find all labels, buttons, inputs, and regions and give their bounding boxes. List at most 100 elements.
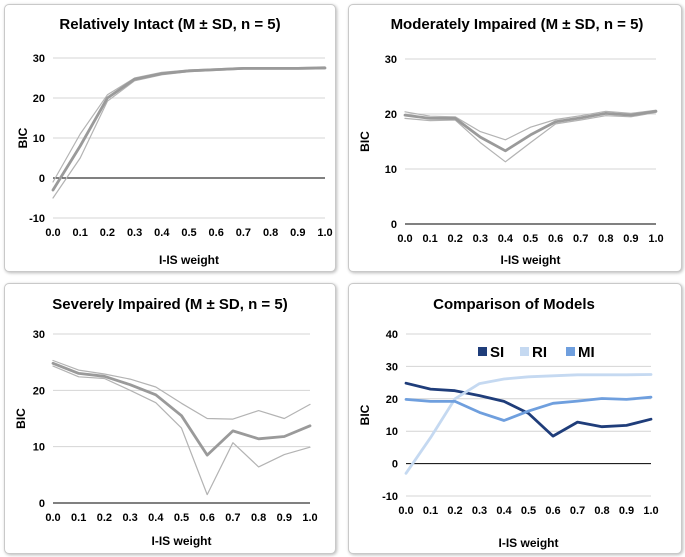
y-tick-label: 10 <box>33 133 45 145</box>
x-tick-label: 0.9 <box>623 233 638 245</box>
y-axis-label: BIC <box>16 127 30 148</box>
x-tick-label: 0.9 <box>619 505 634 517</box>
x-tick-label: 0.5 <box>181 227 196 239</box>
y-tick-label: -10 <box>29 213 45 225</box>
y-tick-label: 0 <box>39 173 45 185</box>
y-tick-label: 30 <box>33 53 45 65</box>
series-line-mean <box>51 66 327 192</box>
series-line-mean <box>403 109 658 153</box>
y-tick-label: 10 <box>385 164 397 176</box>
chart-panel-moderately-impaired: Moderately Impaired (M ± SD, n = 5) 0 10 20… <box>348 4 682 272</box>
legend-swatch-ri <box>520 347 529 356</box>
x-tick-label: 0.6 <box>209 227 224 239</box>
y-tick-label: 30 <box>33 329 45 341</box>
x-tick-label: 0.7 <box>225 512 240 524</box>
x-tick-label: 0.3 <box>127 227 142 239</box>
x-tick-label: 0.1 <box>71 512 86 524</box>
x-tick-label: 0.1 <box>423 505 438 517</box>
x-tick-label: 0.2 <box>447 505 462 517</box>
chart-panel-severely-impaired: Severely Impaired (M ± SD, n = 5) 0 10 20 30… <box>4 283 336 554</box>
series-line-mean-sd <box>52 359 311 420</box>
x-tick-label: 0.8 <box>263 227 278 239</box>
x-tick-label: 0.3 <box>122 512 137 524</box>
x-tick-label: 1.0 <box>643 505 658 517</box>
x-tick-label: 0.7 <box>570 505 585 517</box>
x-tick-label: 0.0 <box>398 505 413 517</box>
x-tick-label: 1.0 <box>317 227 332 239</box>
x-tick-label: 0.0 <box>45 512 60 524</box>
x-tick-label: 0.4 <box>496 505 512 517</box>
legend-label-ri: RI <box>532 344 547 361</box>
y-tick-label: 30 <box>386 361 398 373</box>
y-tick-label: 0 <box>392 459 398 471</box>
x-tick-label: 0.7 <box>573 233 588 245</box>
x-tick-label: 0.4 <box>148 512 164 524</box>
x-tick-label: 0.5 <box>523 233 538 245</box>
chart-title: Relatively Intact (M ± SD, n = 5) <box>59 16 280 33</box>
x-tick-label: 0.3 <box>473 233 488 245</box>
y-tick-label: 0 <box>39 498 45 510</box>
x-tick-label: 1.0 <box>302 512 317 524</box>
chart-severely-impaired: Severely Impaired (M ± SD, n = 5) 0 10 20 30… <box>14 296 318 548</box>
series-line-mean <box>51 361 312 457</box>
chart-moderately-impaired: Moderately Impaired (M ± SD, n = 5) 0 10 20… <box>358 16 664 267</box>
y-tick-label: 20 <box>385 109 397 121</box>
x-tick-label: 0.2 <box>100 227 115 239</box>
x-tick-label: 0.9 <box>277 512 292 524</box>
x-tick-label: 0.6 <box>200 512 215 524</box>
y-tick-label: 20 <box>33 385 45 397</box>
x-tick-label: 0.2 <box>97 512 112 524</box>
chart-title: Severely Impaired (M ± SD, n = 5) <box>52 296 287 313</box>
chart-title: Comparison of Models <box>433 296 595 313</box>
legend-label-mi: MI <box>578 344 595 361</box>
y-tick-label: 20 <box>386 394 398 406</box>
y-tick-label: -10 <box>382 491 398 503</box>
x-tick-label: 0.6 <box>548 233 563 245</box>
x-tick-label: 0.2 <box>448 233 463 245</box>
x-tick-label: 0.8 <box>594 505 609 517</box>
x-tick-label: 0.1 <box>422 233 437 245</box>
chart-relatively-intact: Relatively Intact (M ± SD, n = 5) -10 0 10 2… <box>16 16 333 267</box>
chart-comparison-of-models: Comparison of Models -10 0 10 20 30 40 0.0 0.1 0.… <box>358 296 659 550</box>
legend-swatch-si <box>478 347 487 356</box>
series-line-mean-sd <box>404 111 657 163</box>
x-tick-label: 0.8 <box>598 233 613 245</box>
y-tick-label: 40 <box>386 329 398 341</box>
series-line-mean-sd <box>52 68 326 199</box>
series-line-mean-sd <box>404 109 657 141</box>
y-tick-label: 10 <box>386 426 398 438</box>
x-tick-label: 0.0 <box>397 233 412 245</box>
chart-title: Moderately Impaired (M ± SD, n = 5) <box>391 16 644 33</box>
y-tick-label: 20 <box>33 93 45 105</box>
x-tick-label: 0.3 <box>472 505 487 517</box>
x-axis-label: I-IS weight <box>159 253 219 267</box>
x-tick-label: 0.5 <box>174 512 189 524</box>
legend-swatch-mi <box>566 347 575 356</box>
x-tick-label: 0.7 <box>236 227 251 239</box>
y-tick-label: 0 <box>391 219 397 231</box>
series-line-mean-sd <box>52 365 311 496</box>
x-tick-label: 0.4 <box>154 227 170 239</box>
x-tick-label: 0.1 <box>73 227 88 239</box>
x-axis-label: I-IS weight <box>499 536 559 550</box>
x-tick-label: 1.0 <box>648 233 663 245</box>
series-line-ri <box>404 373 653 475</box>
y-axis-label: BIC <box>358 404 372 425</box>
series-line-si <box>404 381 653 438</box>
y-tick-label: 10 <box>33 442 45 454</box>
chart-panel-comparison-of-models: Comparison of Models -10 0 10 20 30 40 0.0 0.1 0.… <box>348 283 682 554</box>
y-axis-label: BIC <box>14 408 28 429</box>
chart-panel-relatively-intact: Relatively Intact (M ± SD, n = 5) -10 0 10 2… <box>4 4 336 272</box>
x-tick-label: 0.4 <box>498 233 514 245</box>
x-tick-label: 0.6 <box>545 505 560 517</box>
y-tick-label: 30 <box>385 54 397 66</box>
x-axis-label: I-IS weight <box>501 253 561 267</box>
x-tick-label: 0.9 <box>290 227 305 239</box>
x-axis-label: I-IS weight <box>152 534 212 548</box>
y-axis-label: BIC <box>358 131 372 152</box>
x-tick-label: 0.8 <box>251 512 266 524</box>
x-tick-label: 0.0 <box>45 227 60 239</box>
x-tick-label: 0.5 <box>521 505 536 517</box>
legend-label-si: SI <box>490 344 504 361</box>
series-line-mi <box>404 395 653 422</box>
